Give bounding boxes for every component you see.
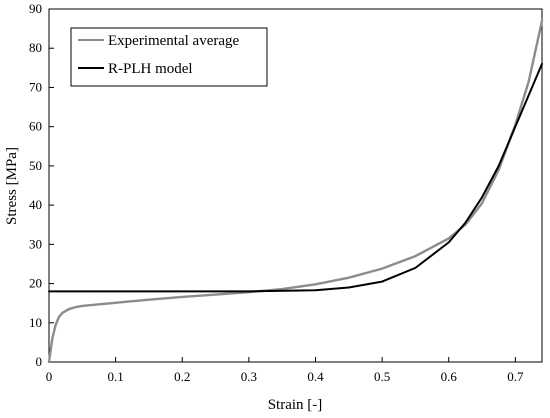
y-tick-label: 80 [29,40,42,55]
x-axis-title: Strain [-] [268,397,323,413]
y-tick-label: 30 [29,236,42,251]
x-tick-label: 0.2 [174,369,190,384]
legend-box [70,27,268,87]
y-tick-label: 60 [29,119,42,134]
x-tick-label: 0.1 [107,369,123,384]
y-axis: 0 10 20 30 40 50 60 70 80 90 [29,1,54,369]
y-axis-title: Stress [MPa] [4,147,20,225]
y-tick-label: 20 [29,276,42,291]
y-tick-label: 70 [29,79,42,94]
x-tick-label: 0.5 [374,369,390,384]
x-tick-label: 0 [46,369,53,384]
legend: Experimental average R-PLH model [70,27,268,87]
y-tick-label: 50 [29,158,42,173]
y-tick-label: 10 [29,315,42,330]
series-layer [47,19,544,364]
x-tick-label: 0.3 [241,369,257,384]
series-line-experimental-average [47,19,544,364]
x-axis: 0 0.1 0.2 0.3 0.4 0.5 0.6 0.7 [46,357,524,384]
legend-label-experimental: Experimental average [108,33,240,49]
legend-label-model: R-PLH model [108,61,193,77]
x-tick-label: 0.4 [307,369,324,384]
y-tick-label: 90 [29,1,42,16]
y-tick-label: 0 [36,354,43,369]
x-tick-label: 0.7 [507,369,524,384]
series-line-r-plh-model [48,62,543,293]
y-tick-label: 40 [29,197,42,212]
x-tick-label: 0.6 [441,369,458,384]
plot-frame [48,8,543,363]
